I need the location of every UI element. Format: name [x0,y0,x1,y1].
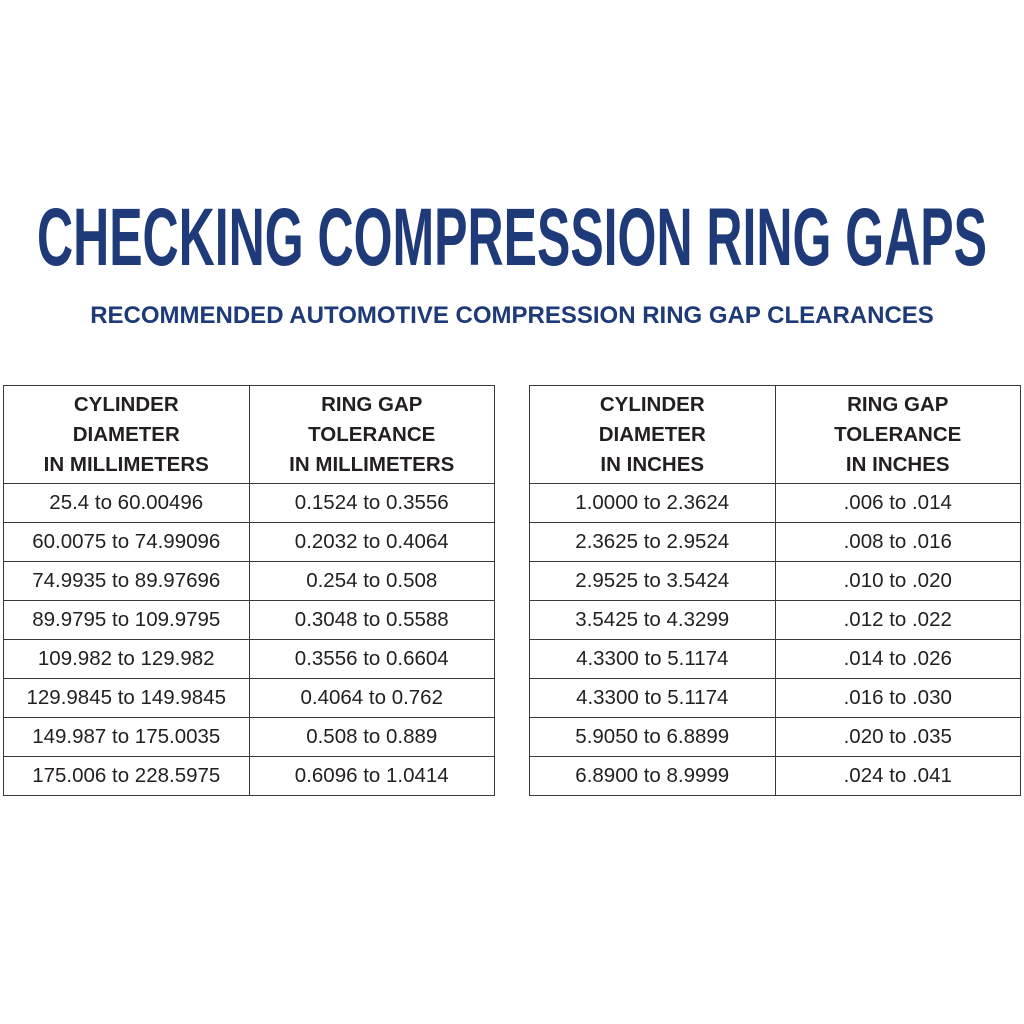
ring-gap-cell: 0.254 to 0.508 [248,561,495,601]
table-row: 3.5425 to 4.3299.012 to .022 [529,600,1021,640]
cylinder-diameter-cell: 109.982 to 129.982 [3,639,250,679]
header-line: RING GAP [847,392,949,416]
cylinder-diameter-cell: 25.4 to 60.00496 [3,483,250,523]
cylinder-diameter-cell: 129.9845 to 149.9845 [3,678,250,718]
ring-gap-cell: .020 to .035 [774,717,1021,757]
title-wrap: CHECKING COMPRESSION RING GAPS [37,192,987,280]
table-row: 74.9935 to 89.97696 0.254 to 0.508 [3,561,495,601]
cylinder-diameter-cell: 4.3300 to 5.1174 [529,678,776,718]
header-row: CYLINDER DIAMETER IN MILLIMETERS RING GAP TO… [3,385,495,484]
table-row: 89.9795 to 109.9795 0.3048 to 0.5588 [3,600,495,640]
ring-gap-cell: 0.6096 to 1.0414 [248,756,495,796]
table-row: 25.4 to 60.00496 0.1524 to 0.3556 [3,483,495,523]
ring-gap-cell: 0.2032 to 0.4064 [248,522,495,562]
table-row: 4.3300 to 5.1174.016 to .030 [529,678,1021,718]
cylinder-diameter-cell: 4.3300 to 5.1174 [529,639,776,679]
ring-gap-cell: .010 to .020 [774,561,1021,601]
cylinder-diameter-cell: 5.9050 to 6.8899 [529,717,776,757]
ring-gap-cell: .024 to .041 [774,756,1021,796]
table-row: 4.3300 to 5.1174.014 to .026 [529,639,1021,679]
cylinder-diameter-cell: 2.9525 to 3.5424 [529,561,776,601]
header-line: TOLERANCE [834,422,962,446]
ring-gap-cell: 0.3048 to 0.5588 [248,600,495,640]
cylinder-diameter-cell: 6.8900 to 8.9999 [529,756,776,796]
table-row: 149.987 to 175.0035 0.508 to 0.889 [3,717,495,757]
ring-gap-cell: .014 to .026 [774,639,1021,679]
header-line: CYLINDER [599,392,705,416]
header-line: IN INCHES [845,452,950,476]
ring-gap-cell: .012 to .022 [774,600,1021,640]
table-row: 1.0000 to 2.3624.006 to .014 [529,483,1021,523]
header-line: RING GAP [321,392,423,416]
header-row: CYLINDER DIAMETER IN INCHES RING GAP TOLERAN… [529,385,1021,484]
header-line: CYLINDER [73,392,179,416]
header-line: TOLERANCE [308,422,436,446]
ring-gap-cell: .016 to .030 [774,678,1021,718]
inches-table: CYLINDER DIAMETER IN INCHES RING GAP TOLERAN… [529,385,1021,796]
ring-gap-cell: 0.508 to 0.889 [248,717,495,757]
table-row: 2.3625 to 2.9524.008 to .016 [529,522,1021,562]
page-subtitle: RECOMMENDED AUTOMOTIVE COMPRESSION RING … [90,302,934,329]
table-row: 175.006 to 228.5975 0.6096 to 1.0414 [3,756,495,796]
header-line: IN MILLIMETERS [289,452,455,476]
ring-gap-cell: .006 to .014 [774,483,1021,523]
header-line: DIAMETER [72,422,180,446]
header-cylinder-diameter: CYLINDER DIAMETER IN MILLIMETERS [3,385,250,484]
header-line: IN INCHES [600,452,705,476]
header-cylinder-diameter: CYLINDER DIAMETER IN INCHES [529,385,776,484]
page-title: CHECKING COMPRESSION RING GAPS [37,192,987,280]
table-row: 129.9845 to 149.9845 0.4064 to 0.762 [3,678,495,718]
ring-gap-cell: 0.3556 to 0.6604 [248,639,495,679]
table-row: 6.8900 to 8.9999.024 to .041 [529,756,1021,796]
cylinder-diameter-cell: 60.0075 to 74.99096 [3,522,250,562]
table-row: 5.9050 to 6.8899.020 to .035 [529,717,1021,757]
ring-gap-cell: 0.4064 to 0.762 [248,678,495,718]
cylinder-diameter-cell: 74.9935 to 89.97696 [3,561,250,601]
header-line: DIAMETER [598,422,706,446]
ring-gap-cell: 0.1524 to 0.3556 [248,483,495,523]
header-ring-gap-tolerance: RING GAP TOLERANCE IN INCHES [774,385,1021,484]
cylinder-diameter-cell: 3.5425 to 4.3299 [529,600,776,640]
table-row: 2.9525 to 3.5424.010 to .020 [529,561,1021,601]
cylinder-diameter-cell: 149.987 to 175.0035 [3,717,250,757]
cylinder-diameter-cell: 2.3625 to 2.9524 [529,522,776,562]
ring-gap-cell: .008 to .016 [774,522,1021,562]
table-row: 60.0075 to 74.99096 0.2032 to 0.4064 [3,522,495,562]
header-ring-gap-tolerance: RING GAP TOLERANCE IN MILLIMETERS [248,385,495,484]
table-row: 109.982 to 129.982 0.3556 to 0.6604 [3,639,495,679]
millimeters-table: CYLINDER DIAMETER IN MILLIMETERS RING GAP TO… [3,385,495,796]
cylinder-diameter-cell: 175.006 to 228.5975 [3,756,250,796]
cylinder-diameter-cell: 1.0000 to 2.3624 [529,483,776,523]
header-line: IN MILLIMETERS [43,452,209,476]
cylinder-diameter-cell: 89.9795 to 109.9795 [3,600,250,640]
